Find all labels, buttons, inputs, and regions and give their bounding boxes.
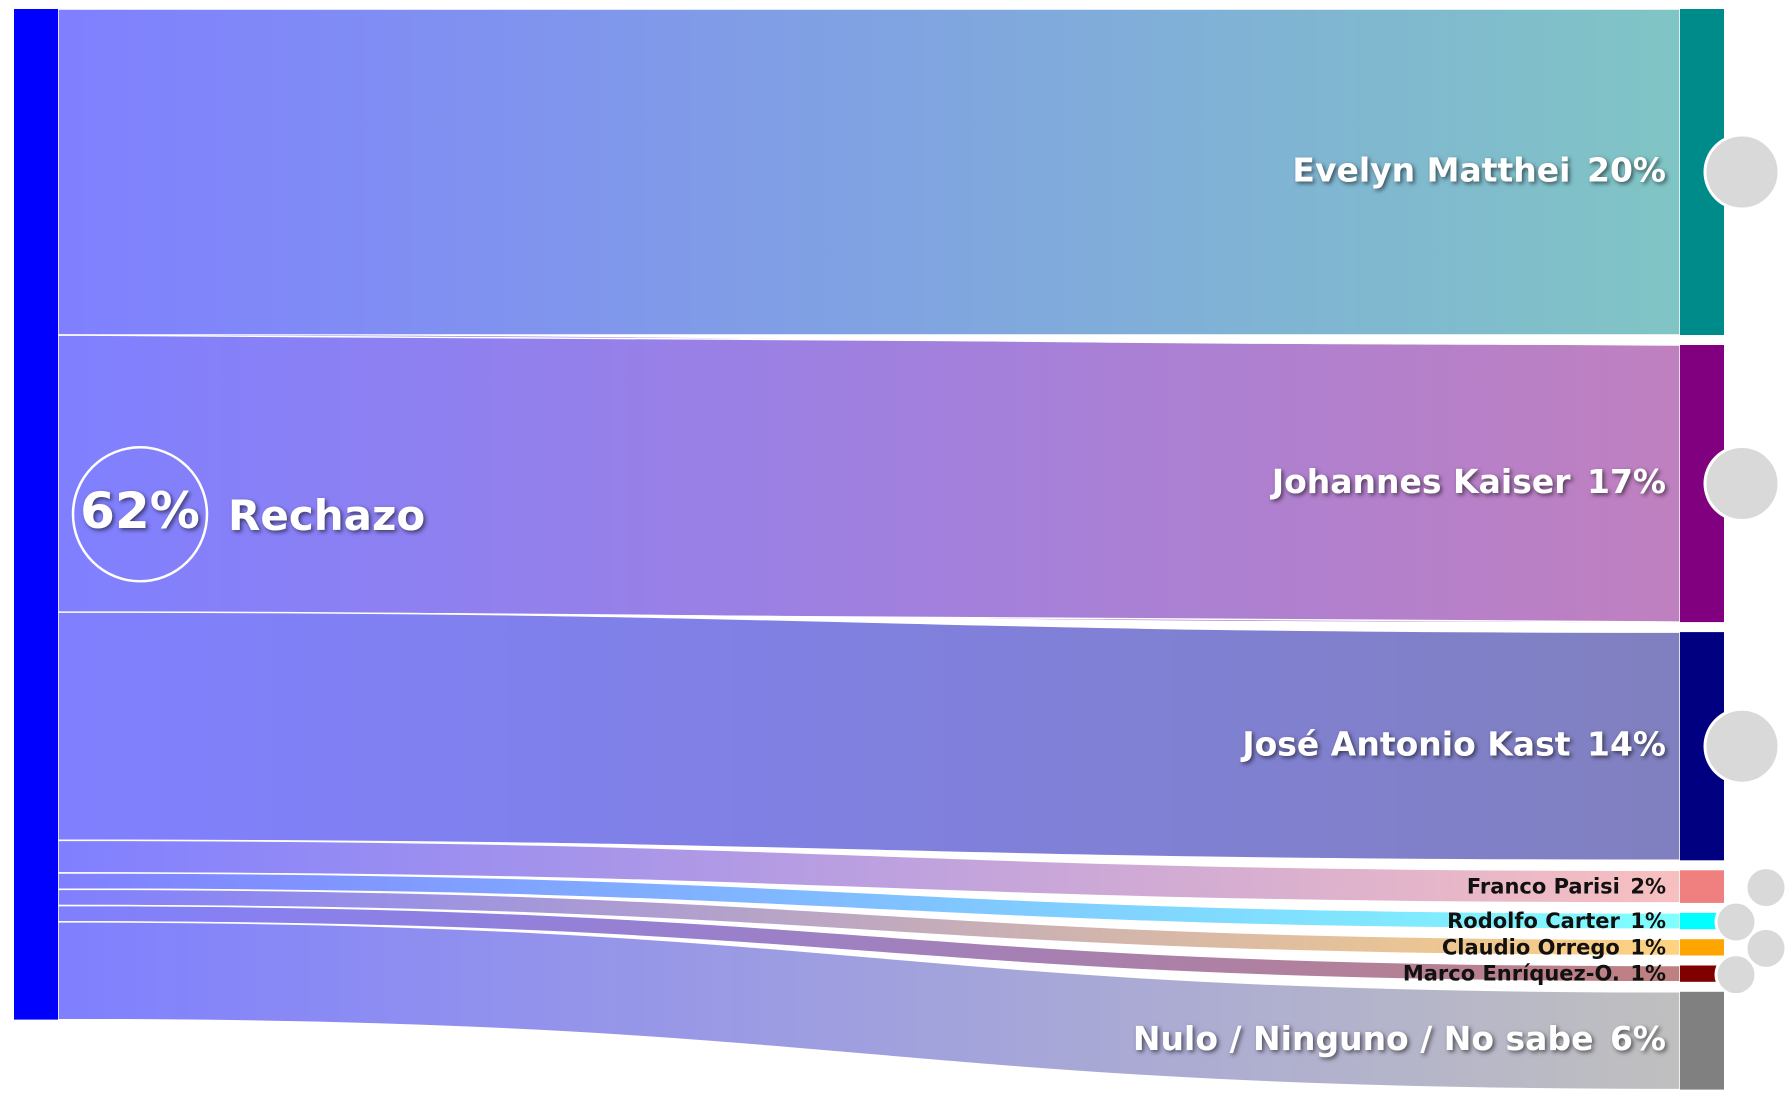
category-label: Claudio Orrego	[1442, 935, 1620, 959]
value-label: 14%	[1587, 725, 1666, 764]
avatar	[1703, 133, 1781, 211]
target-node	[1680, 965, 1724, 982]
target-node	[1680, 912, 1724, 930]
avatar	[1714, 953, 1758, 997]
avatar	[1703, 445, 1781, 523]
value-label: 20%	[1587, 151, 1666, 190]
value-label: 17%	[1587, 462, 1666, 501]
value-label: 6%	[1610, 1019, 1666, 1058]
avatar	[1744, 926, 1788, 970]
avatar	[1744, 866, 1788, 910]
category-label: José Antonio Kast	[1240, 725, 1570, 764]
target-node	[1680, 870, 1724, 903]
source-value-label: 62%	[80, 482, 200, 540]
category-label: Rodolfo Carter	[1447, 909, 1620, 933]
category-label: Nulo / Ninguno / No sabe	[1133, 1019, 1594, 1058]
category-label: Johannes Kaiser	[1270, 462, 1571, 501]
source-node	[14, 9, 58, 1020]
value-label: 1%	[1630, 962, 1666, 986]
avatar	[1714, 900, 1758, 944]
source-label: Rechazo	[228, 491, 425, 540]
category-label: Marco Enríquez-O.	[1403, 962, 1620, 986]
value-label: 2%	[1630, 875, 1666, 899]
link	[57, 839, 1681, 904]
value-label: 1%	[1630, 935, 1666, 959]
target-node	[1680, 939, 1724, 956]
category-label: Evelyn Matthei	[1292, 151, 1570, 190]
avatar	[1703, 707, 1781, 785]
source-badge	[71, 446, 209, 583]
value-label: 1%	[1630, 909, 1666, 933]
target-node	[1680, 991, 1724, 1090]
category-label: Franco Parisi	[1467, 875, 1620, 899]
